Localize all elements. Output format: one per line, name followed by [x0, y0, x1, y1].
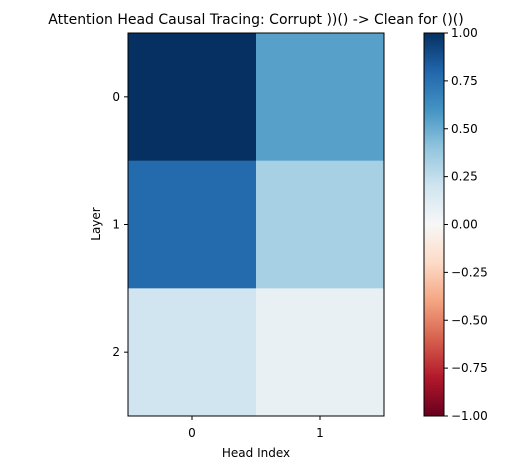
- y-tick-label: 0: [112, 90, 120, 104]
- chart-title: Attention Head Causal Tracing: Corrupt )…: [48, 12, 463, 28]
- heatmap-cell-r1-c0: [128, 160, 257, 289]
- colorbar-tick-label: 0.75: [451, 74, 478, 88]
- colorbar-tick-label: 0.25: [451, 170, 478, 184]
- heatmap-cell-r2-c0: [128, 288, 257, 417]
- colorbar: [423, 32, 445, 417]
- heatmap-cell-r0-c1: [256, 33, 385, 162]
- colorbar-tick-label: 0.00: [451, 218, 478, 232]
- colorbar-tick-label: −0.50: [451, 313, 488, 327]
- y-axis-label: Layer: [89, 207, 103, 241]
- heatmap-cells: [128, 33, 385, 417]
- colorbar-tick-label: −1.00: [451, 409, 488, 423]
- heatmap-cell-r2-c1: [256, 288, 385, 417]
- y-tick-label: 2: [112, 345, 120, 359]
- x-tick-label: 1: [316, 426, 324, 440]
- colorbar-tick-label: 1.00: [451, 26, 478, 40]
- y-axis: 0 1 2: [112, 90, 128, 359]
- heatmap-cell-r0-c0: [128, 33, 257, 162]
- colorbar-axis: 1.00 0.75 0.50 0.25 0.00 −0.25 −0.50 −0.75 −1.00: [444, 26, 488, 423]
- colorbar-tick-label: 0.50: [451, 122, 478, 136]
- colorbar-tick-label: −0.75: [451, 361, 488, 375]
- y-tick-label: 1: [112, 218, 120, 232]
- heatmap-cell-r1-c1: [256, 160, 385, 289]
- x-tick-label: 0: [188, 426, 196, 440]
- x-axis-label: Head Index: [222, 446, 290, 460]
- colorbar-tick-label: −0.25: [451, 265, 488, 279]
